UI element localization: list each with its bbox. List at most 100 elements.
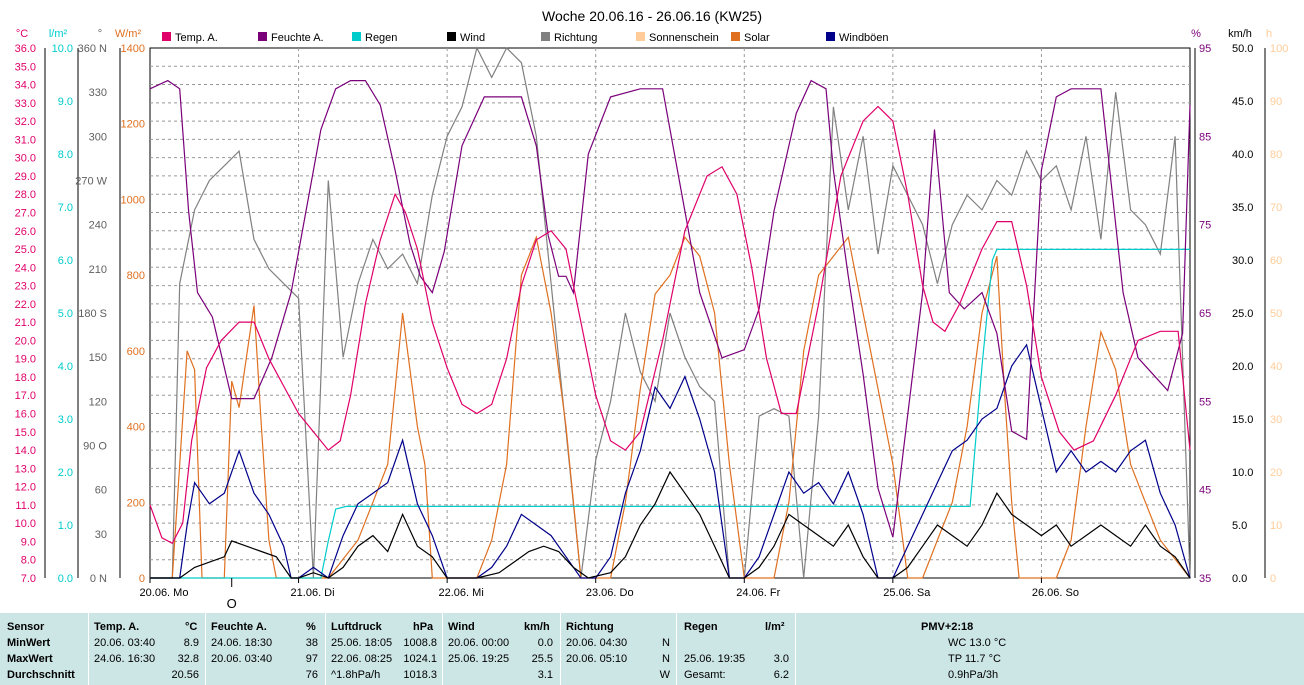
- x-tick-label-3: 23.06. Do: [586, 587, 634, 599]
- direction-tick: 300: [89, 131, 107, 143]
- temp-tick: 34.0: [15, 80, 36, 92]
- sun-tick: 70: [1270, 202, 1282, 214]
- rain-tick: 7.0: [58, 202, 73, 214]
- rain-tick: 5.0: [58, 308, 73, 320]
- stats-minwert-press-val: 1008.8: [403, 637, 437, 649]
- sun-tick: 80: [1270, 149, 1282, 161]
- stats-durchschnitt-hum-val: 76: [305, 669, 318, 681]
- wind-tick: 45.0: [1232, 96, 1253, 108]
- x-marker-label: O: [227, 596, 237, 611]
- stats-durchschnitt-pmv: 0.9hPa/3h: [948, 669, 999, 681]
- sun-tick: 60: [1270, 255, 1282, 267]
- legend-swatch-3: [447, 32, 456, 41]
- stats-minwert-hum-val: 38: [305, 637, 318, 649]
- wind-tick: 35.0: [1232, 202, 1253, 214]
- stats-maxwert-press-time: 22.06. 08:25: [331, 653, 393, 665]
- wind-tick: 25.0: [1232, 308, 1253, 320]
- sun-tick: 20: [1270, 467, 1282, 479]
- temp-tick: 9.0: [21, 536, 36, 548]
- temp-tick: 12.0: [15, 482, 36, 494]
- humidity-tick: 45: [1199, 485, 1211, 497]
- direction-tick: 270 W: [75, 176, 107, 188]
- stats-durchschnitt-dir-val: W: [659, 669, 670, 681]
- direction-tick: 210: [89, 264, 107, 276]
- rain-tick: 8.0: [58, 149, 73, 161]
- temp-tick: 35.0: [15, 61, 36, 73]
- stats-header-wind: Wind: [448, 621, 475, 633]
- solar-unit: W/m²: [115, 28, 142, 40]
- stats-maxwert-hum-time: 20.06. 03:40: [211, 653, 273, 665]
- stats-maxwert-wind-time: 25.06. 19:25: [448, 653, 510, 665]
- solar-tick: 1000: [121, 194, 145, 206]
- stats-maxwert-pmv: TP 11.7 °C: [948, 653, 1001, 665]
- stats-header-press-unit: hPa: [413, 621, 434, 633]
- rain-tick: 10.0: [52, 43, 73, 55]
- temp-unit: °C: [16, 28, 28, 40]
- stats-maxwert-rain-val: 3.0: [773, 653, 789, 665]
- humidity-tick: 55: [1199, 396, 1211, 408]
- series-line-feuchte-a-: [149, 79, 1191, 538]
- left-axes: 36.0 35.0 34.0 33.0 32.0 31.0 30.0 29.0 28.0 27.0…: [15, 28, 145, 585]
- grid: [44, 47, 1266, 579]
- stats-minwert-label: MinWert: [7, 637, 51, 649]
- stats-panel: Sensor Temp. A. °C Feuchte A. % Luftdruc…: [0, 613, 1304, 685]
- stats-header-rain-unit: l/m²: [765, 621, 785, 633]
- temp-tick: 27.0: [15, 207, 36, 219]
- plot-frame: [149, 47, 1191, 579]
- wind-tick: 40.0: [1232, 149, 1253, 161]
- x-tick-label-1: 21.06. Di: [291, 587, 335, 599]
- direction-tick: 240: [89, 220, 107, 232]
- weather-chart: Woche 20.06.16 - 26.06.16 (KW25) Temp. A…: [15, 8, 1289, 611]
- stats-maxwert-temp-val: 32.8: [177, 653, 199, 665]
- direction-tick: 60: [95, 485, 107, 497]
- sun-tick: 30: [1270, 414, 1282, 426]
- legend-label-4: Richtung: [554, 32, 597, 44]
- legend-label-3: Wind: [460, 32, 485, 44]
- solar-tick: 0: [139, 573, 145, 585]
- stats-header-hum-unit: %: [306, 621, 316, 633]
- temp-tick: 21.0: [15, 317, 36, 329]
- legend-label-6: Solar: [744, 32, 770, 44]
- x-tick-label-6: 26.06. So: [1032, 587, 1079, 599]
- temp-tick: 19.0: [15, 354, 36, 366]
- temp-tick: 24.0: [15, 262, 36, 274]
- rain-tick: 9.0: [58, 96, 73, 108]
- stats-durchschnitt-rain-val: 6.2: [773, 669, 789, 681]
- stats-maxwert-temp-time: 24.06. 16:30: [94, 653, 156, 665]
- sun-tick: 100: [1270, 43, 1288, 55]
- stats-header-wind-unit: km/h: [524, 621, 550, 633]
- temp-tick: 26.0: [15, 226, 36, 238]
- temp-tick: 17.0: [15, 390, 36, 402]
- temp-tick: 8.0: [21, 555, 36, 567]
- stats-minwert-dir-time: 20.06. 04:30: [566, 637, 628, 649]
- legend-swatch-5: [636, 32, 645, 41]
- chart-title: Woche 20.06.16 - 26.06.16 (KW25): [542, 8, 762, 24]
- wind-tick: 10.0: [1232, 467, 1253, 479]
- temp-tick: 13.0: [15, 463, 36, 475]
- temp-tick: 15.0: [15, 427, 36, 439]
- x-tick-label-2: 22.06. Mi: [439, 587, 484, 599]
- solar-tick: 200: [127, 497, 145, 509]
- legend-swatch-7: [826, 32, 835, 41]
- sun-tick: 90: [1270, 96, 1282, 108]
- wind-tick: 0.0: [1232, 573, 1247, 585]
- sun-tick: 50: [1270, 308, 1282, 320]
- solar-tick: 600: [127, 346, 145, 358]
- wind-unit: km/h: [1228, 28, 1252, 40]
- stats-header-rain: Regen: [684, 621, 718, 633]
- humidity-tick: 85: [1199, 131, 1211, 143]
- stats-durchschnitt-press-val: 1018.3: [403, 669, 437, 681]
- stats-maxwert-press-val: 1024.1: [403, 653, 437, 665]
- stats-header-dir: Richtung: [566, 621, 614, 633]
- stats-maxwert-dir-val: N: [662, 653, 670, 665]
- sun-tick: 0: [1270, 573, 1276, 585]
- legend-swatch-2: [352, 32, 361, 41]
- x-tick-label-4: 24.06. Fr: [736, 587, 780, 599]
- direction-tick: 90 O: [83, 441, 107, 453]
- legend-swatch-4: [541, 32, 550, 41]
- direction-tick: 30: [95, 529, 107, 541]
- temp-tick: 23.0: [15, 281, 36, 293]
- temp-tick: 7.0: [21, 573, 36, 585]
- stats-header-pmv: PMV+2:18: [921, 621, 974, 633]
- stats-minwert-wind-val: 0.0: [537, 637, 553, 649]
